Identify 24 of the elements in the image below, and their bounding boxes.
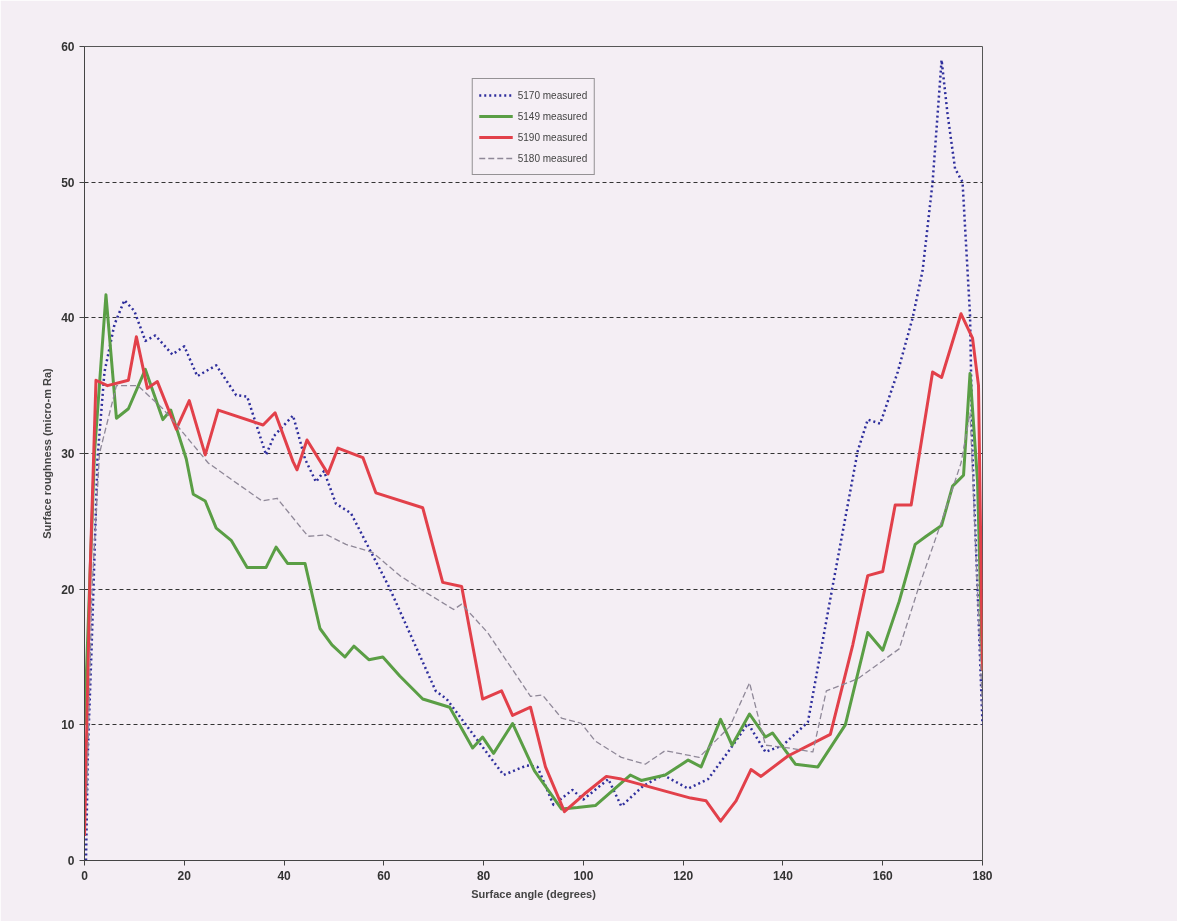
y-tick-label: 30	[61, 447, 75, 461]
x-tick-label: 100	[573, 868, 594, 883]
y-tick-label: 20	[61, 582, 75, 597]
legend-label: 5149 measured	[517, 110, 588, 122]
x-tick-label: 0	[81, 868, 89, 883]
y-tick-label: 10	[61, 718, 75, 733]
x-tick-label: 180	[972, 868, 993, 883]
y-tick-label: 60	[61, 40, 75, 54]
y-tick-label: 50	[61, 175, 75, 190]
y-tick-label: 40	[61, 311, 75, 326]
x-tick-label: 160	[872, 868, 894, 883]
legend-label: 5190 measured	[517, 131, 588, 143]
y-axis-title: Surface roughness (micro-m Ra)	[41, 367, 54, 539]
y-tick-label: 0	[67, 854, 75, 868]
x-tick-label: 60	[377, 868, 391, 883]
x-tick-label: 120	[673, 868, 694, 883]
legend-label: 5180 measured	[517, 152, 588, 164]
legend-label: 5170 measured	[517, 89, 588, 101]
x-tick-label: 140	[772, 868, 794, 883]
x-tick-label: 80	[476, 868, 491, 883]
x-axis-title: Surface angle (degrees)	[471, 887, 597, 900]
x-tick-label: 40	[277, 868, 292, 883]
line-series	[86, 385, 983, 794]
x-tick-label: 20	[177, 868, 192, 883]
